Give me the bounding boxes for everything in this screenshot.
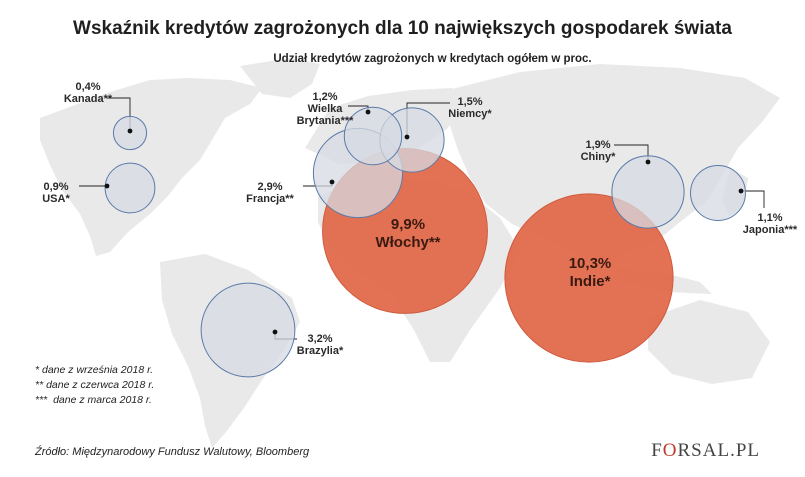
forsal-logo: FORSAL.PL <box>651 440 760 461</box>
bubble-label: 1,2% Wielka Brytania*** <box>297 91 355 127</box>
footnote: *** dane z marca 2018 r. <box>35 394 152 406</box>
asia-shape <box>440 64 780 262</box>
country-label: Włochy** <box>375 234 440 251</box>
value-label: 0,4% <box>75 81 100 93</box>
bubble-labels: 0,4% Kanada** 0,9% USA* 1,2% Wielka Brytania**… <box>42 81 798 357</box>
chart-title: Wskaźnik kredytów zagrożonych dla 10 naj… <box>73 18 732 39</box>
country-label: Indie* <box>570 273 611 290</box>
country-label: Wielka <box>308 103 344 115</box>
value-label: 1,1% <box>757 212 782 224</box>
bubble-label: 1,9% Chiny* <box>581 139 617 163</box>
country-label: Kanada** <box>64 93 113 105</box>
value-label: 1,5% <box>457 96 482 108</box>
chart-subtitle: Udział kredytów zagrożonych w kredytach … <box>273 53 592 65</box>
bubble-marker-dot <box>127 128 133 134</box>
footnote: ** dane z czerwca 2018 r. <box>35 379 155 391</box>
bubble-marker-dot <box>329 179 335 185</box>
bubble-label: 0,4% Kanada** <box>64 81 113 105</box>
country-label: Brytania*** <box>297 115 355 127</box>
bubble-japonia <box>690 165 746 221</box>
bubble-chiny <box>611 155 685 229</box>
country-label: Brazylia* <box>297 345 344 357</box>
value-label: 1,9% <box>585 139 610 151</box>
bubble-marker-dot <box>645 159 651 165</box>
footnotes: * dane z września 2018 r. ** dane z czer… <box>35 363 154 408</box>
country-label: Francja** <box>246 193 294 205</box>
bubble-indie <box>504 193 674 363</box>
bubble-brazylia <box>200 282 296 378</box>
bubble-label: 2,9% Francja** <box>246 181 294 205</box>
australia-shape <box>648 300 770 384</box>
country-label: Chiny* <box>581 151 617 163</box>
value-label: 0,9% <box>43 181 68 193</box>
source-note: Źródło: Międzynarodowy Fundusz Walutowy,… <box>35 446 310 458</box>
country-label: Japonia*** <box>743 224 798 236</box>
bubble-label: 10,3% Indie* <box>569 255 612 290</box>
footnote: * dane z września 2018 r. <box>35 364 154 376</box>
bubble-marker-dot <box>104 183 110 189</box>
value-label: 10,3% <box>569 255 612 272</box>
country-label: USA* <box>42 193 70 205</box>
value-label: 1,2% <box>312 91 337 103</box>
bubble-label: 1,1% Japonia*** <box>743 212 798 236</box>
bubble-usa <box>104 162 156 214</box>
greenland-shape <box>240 58 320 98</box>
value-label: 2,9% <box>257 181 282 193</box>
bubble-marker-dot <box>738 188 744 194</box>
bubbles <box>104 106 746 378</box>
bubble-marker-dot <box>272 329 278 335</box>
bubble-label: 1,5% Niemcy* <box>448 96 492 120</box>
value-label: 3,2% <box>307 333 332 345</box>
bubble-label: 3,2% Brazylia* <box>297 333 344 357</box>
bubble-marker-dot <box>404 134 410 140</box>
connector-japonia <box>741 190 765 208</box>
bubble-marker-dot <box>365 109 371 115</box>
north-america-shape <box>40 78 262 256</box>
country-label: Niemcy* <box>448 108 492 120</box>
bubble-wielkabrytania <box>343 106 403 166</box>
bubble-label: 9,9% Włochy** <box>375 216 440 251</box>
value-label: 9,9% <box>391 216 425 233</box>
bubble-label: 0,9% USA* <box>42 181 70 205</box>
